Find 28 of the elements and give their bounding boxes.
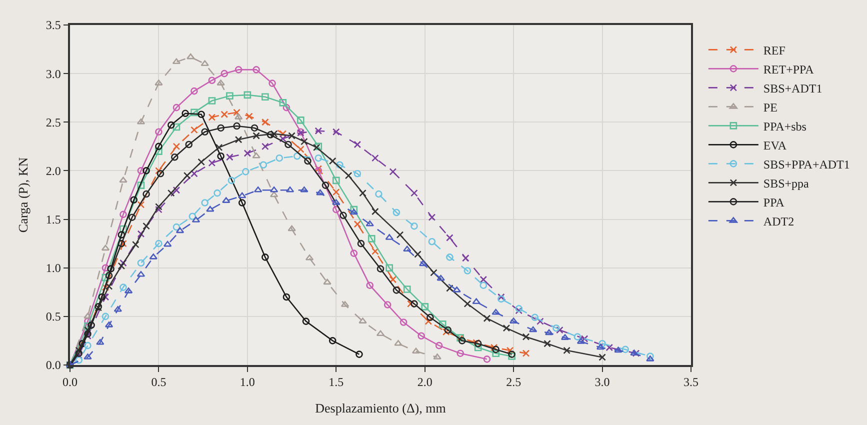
legend-label: RET+PPA [763,62,814,76]
y-tick-label: 2.0 [46,164,61,178]
x-tick-label: 1.5 [328,375,344,390]
legend-label: PE [763,100,778,114]
legend-label: PPA+sbs [763,119,807,134]
y-tick-label: 3.5 [46,18,61,32]
x-tick-label: 1.0 [240,375,255,390]
legend-label: PPA [763,195,785,210]
legend-label: SBS+ADT1 [763,81,822,96]
x-tick-label: 2.5 [506,375,522,390]
x-tick-label: 0.5 [151,375,166,390]
legend-label: SBS+PPA+ADT1 [763,157,850,172]
x-tick-label: 0.0 [62,375,78,390]
legend-label: ADT2 [763,214,794,228]
y-tick-label: 3.0 [46,66,61,81]
y-tick-label: 1.5 [46,212,61,226]
y-tick-label: 1.0 [46,261,61,276]
y-tick-label: 0.5 [46,310,61,324]
legend-label: EVA [763,138,787,152]
y-axis-title: Carga (P), KN [15,156,30,233]
y-tick-label: 0.0 [46,358,61,372]
x-axis-title: Desplazamiento (Δ), mm [315,400,446,416]
x-tick-label: 2.0 [417,375,432,390]
x-tick-label: 3.0 [594,375,610,390]
legend-label: SBS+ppa [763,176,810,190]
legend-label: REF [763,43,786,58]
y-tick-label: 2.5 [46,115,61,130]
x-tick-label: 3.5 [684,375,698,390]
